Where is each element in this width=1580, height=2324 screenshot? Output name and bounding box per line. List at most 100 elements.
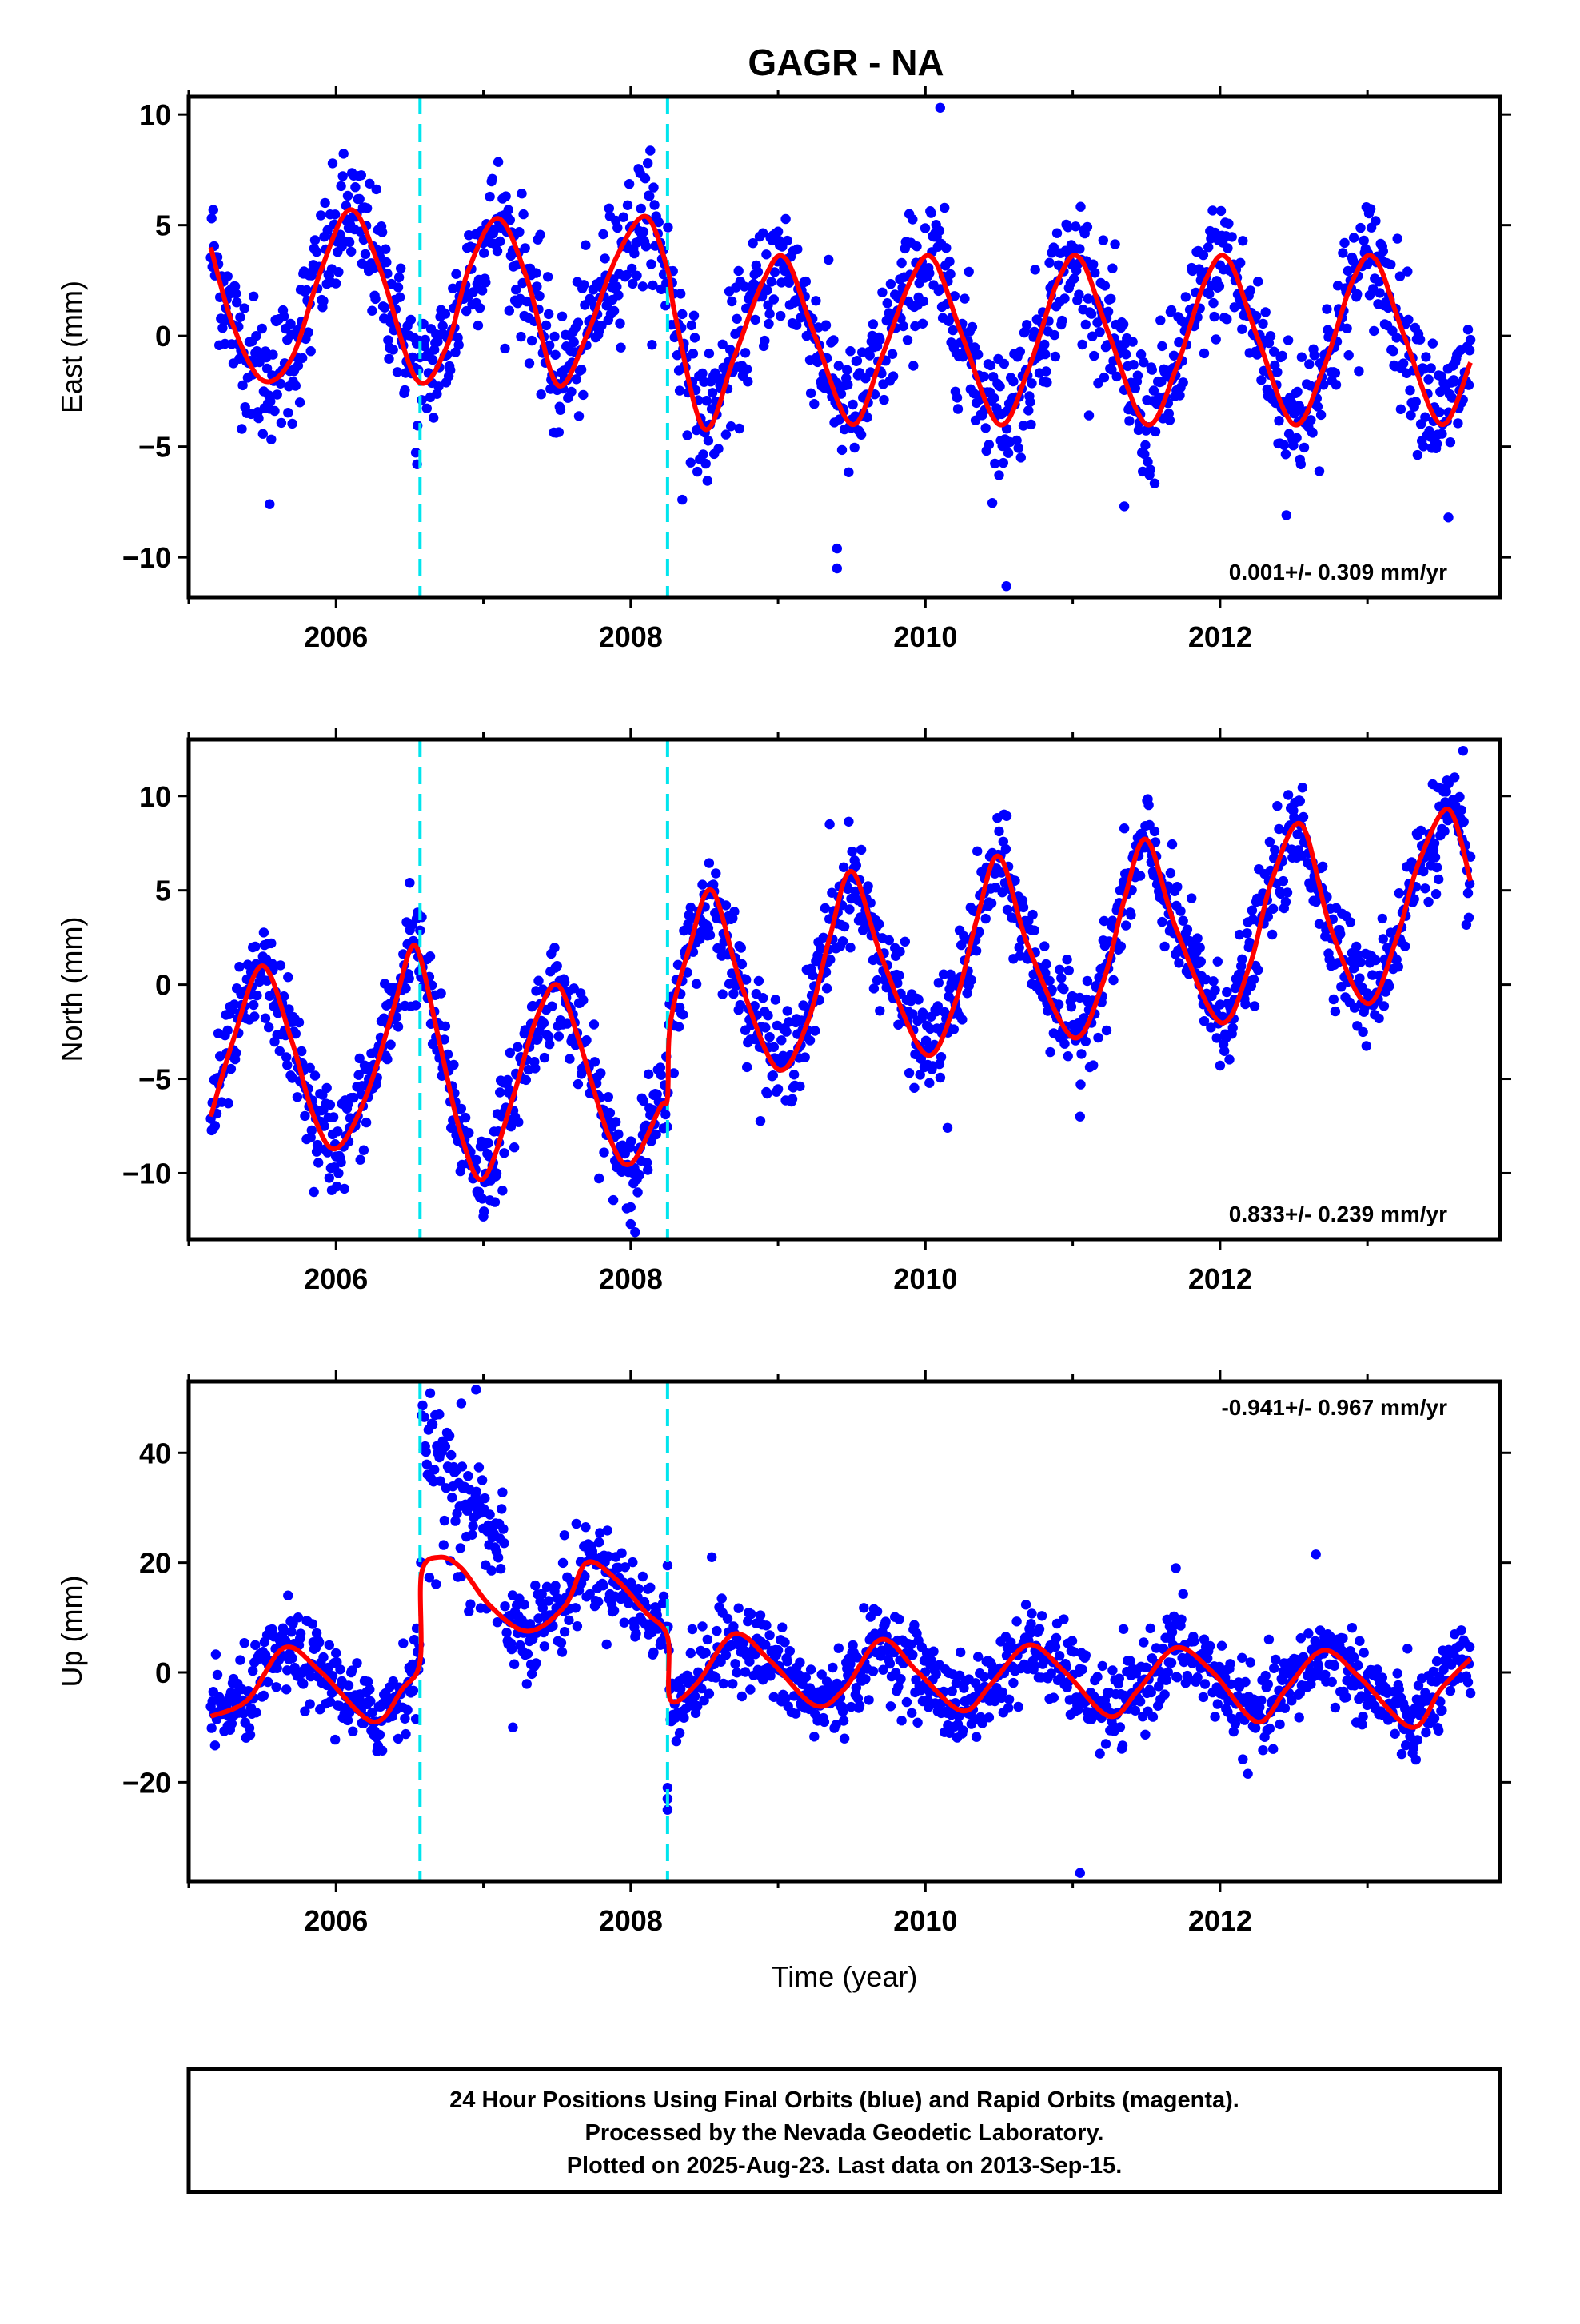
- data-point: [768, 1070, 778, 1081]
- data-point: [451, 269, 461, 279]
- data-point: [677, 309, 688, 320]
- data-point: [1175, 906, 1186, 916]
- data-point: [1355, 222, 1366, 233]
- data-point: [962, 988, 972, 999]
- data-point: [782, 1006, 792, 1016]
- data-point: [896, 257, 907, 269]
- data-point: [634, 1170, 644, 1181]
- data-point: [828, 335, 839, 345]
- data-point: [920, 223, 931, 233]
- data-point: [1298, 811, 1309, 823]
- data-point: [896, 1716, 907, 1726]
- data-point: [473, 320, 484, 331]
- data-point: [1430, 889, 1442, 899]
- data-point: [645, 145, 656, 156]
- data-point: [1434, 874, 1444, 885]
- data-point: [1423, 374, 1434, 385]
- data-point: [235, 312, 245, 322]
- data-point: [557, 1647, 568, 1657]
- data-point: [1296, 352, 1307, 362]
- data-point: [1240, 999, 1251, 1010]
- data-point: [1402, 266, 1413, 277]
- data-point: [1000, 843, 1011, 855]
- model-curve: [209, 1554, 1473, 1730]
- data-point: [1342, 323, 1352, 333]
- data-point: [742, 364, 752, 374]
- data-point: [1041, 366, 1051, 377]
- data-point: [424, 1573, 435, 1583]
- data-point: [1354, 366, 1364, 377]
- data-point: [1166, 1657, 1177, 1668]
- data-point: [643, 1165, 653, 1175]
- data-point: [704, 930, 716, 940]
- data-point: [471, 1486, 481, 1497]
- data-point: [736, 959, 748, 970]
- data-point: [325, 1099, 336, 1110]
- data-point: [1074, 289, 1084, 300]
- y-tick-label: 20: [139, 1547, 171, 1580]
- data-point: [594, 1173, 604, 1184]
- data-point: [1003, 448, 1014, 458]
- data-point: [722, 1613, 733, 1624]
- data-point: [924, 268, 935, 278]
- data-point: [501, 1628, 512, 1638]
- plot-title: GAGR - NA: [748, 42, 944, 83]
- data-point: [980, 913, 991, 924]
- data-point: [1465, 334, 1476, 345]
- plot-area: [205, 97, 1476, 597]
- data-point: [534, 291, 545, 301]
- data-point: [1140, 1729, 1151, 1740]
- data-point: [1391, 333, 1402, 343]
- data-point: [1029, 1660, 1039, 1671]
- data-point: [570, 1603, 581, 1613]
- data-point: [486, 1565, 497, 1576]
- y-tick-label: 10: [139, 98, 171, 131]
- data-point: [1157, 341, 1167, 352]
- data-point: [1011, 1616, 1022, 1627]
- data-point: [994, 470, 1004, 480]
- data-point: [477, 1194, 488, 1204]
- data-point: [1260, 307, 1271, 317]
- data-point: [1267, 929, 1278, 940]
- data-point: [1182, 924, 1193, 935]
- data-point: [958, 1725, 968, 1736]
- data-point: [504, 1084, 514, 1095]
- data-point: [365, 1684, 375, 1695]
- data-point: [1256, 1695, 1267, 1706]
- data-point: [467, 1529, 477, 1541]
- data-point: [648, 182, 659, 193]
- data-point: [1465, 1688, 1476, 1699]
- data-point: [438, 1540, 449, 1550]
- data-point: [384, 353, 394, 364]
- data-point: [1310, 1636, 1320, 1646]
- data-point: [266, 434, 277, 444]
- data-point: [553, 1031, 564, 1042]
- data-point: [1353, 1660, 1363, 1671]
- data-point: [852, 1652, 863, 1663]
- data-point: [627, 263, 637, 274]
- data-point: [566, 386, 577, 397]
- data-point: [809, 1732, 820, 1742]
- data-point: [1077, 1664, 1087, 1675]
- data-point: [1367, 970, 1378, 980]
- data-point: [874, 919, 884, 930]
- data-point: [210, 1649, 221, 1660]
- data-point: [520, 1025, 530, 1035]
- outlier-point: [1458, 746, 1469, 756]
- data-point: [811, 296, 821, 306]
- data-point: [1420, 412, 1430, 422]
- data-point: [868, 1666, 879, 1676]
- data-point: [464, 1127, 474, 1138]
- data-point: [425, 1388, 436, 1398]
- data-point: [589, 1019, 600, 1030]
- data-point: [1168, 350, 1179, 361]
- data-point: [703, 436, 714, 446]
- data-point: [581, 1522, 591, 1533]
- data-point: [845, 1659, 856, 1669]
- data-point: [544, 1031, 554, 1042]
- data-point: [1068, 273, 1079, 284]
- data-point: [448, 283, 458, 293]
- data-point: [573, 411, 585, 421]
- data-point: [1412, 449, 1423, 460]
- data-point: [984, 440, 995, 450]
